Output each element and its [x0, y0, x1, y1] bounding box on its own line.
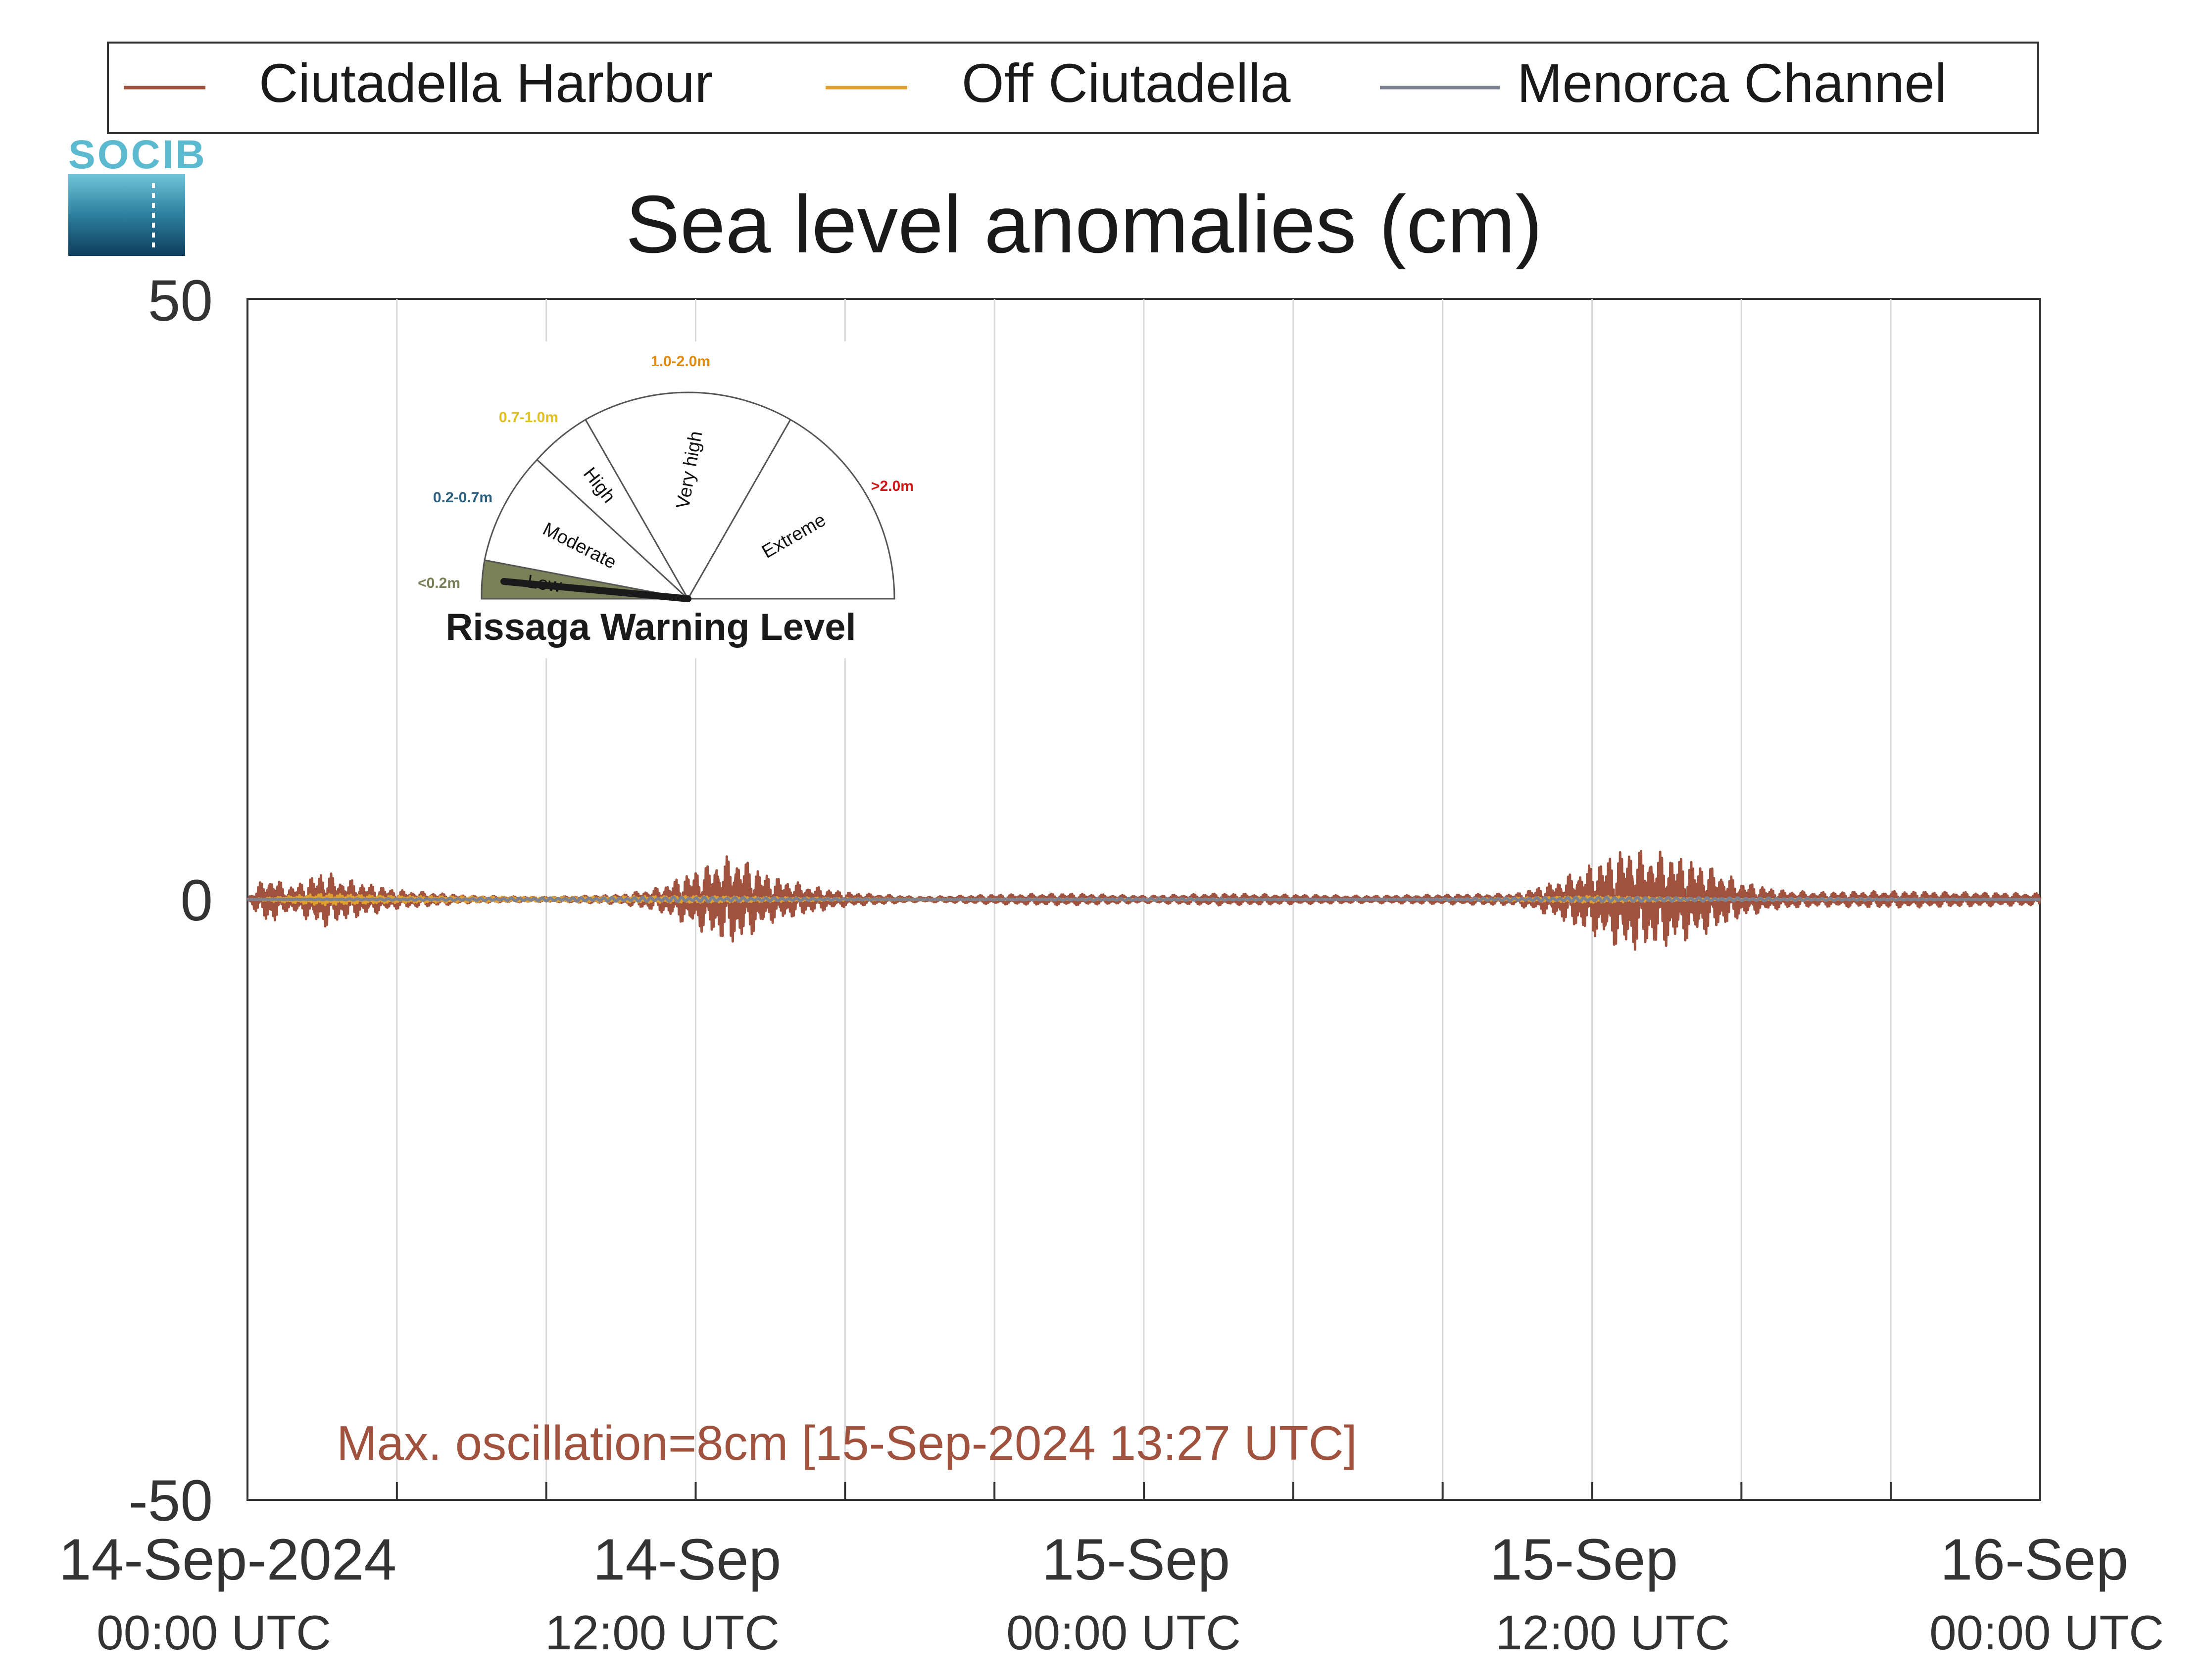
legend-label-ciutadella-harbour: Ciutadella Harbour — [259, 53, 713, 114]
x-tick-date: 16-Sep — [1940, 1527, 2129, 1592]
chart-title: Sea level anomalies (cm) — [626, 179, 1542, 270]
gauge-needle — [500, 578, 691, 602]
legend: Ciutadella Harbour Off Ciutadella Menorc… — [107, 42, 2039, 134]
x-tick-date: 15-Sep — [1490, 1527, 1678, 1592]
x-tick-time: 00:00 UTC — [1006, 1605, 1241, 1660]
x-axis: 14-Sep-2024 00:00 UTC 14-Sep 12:00 UTC 1… — [59, 1527, 2164, 1660]
x-tick-time: 00:00 UTC — [97, 1605, 331, 1660]
gauge-title: Rissaga Warning Level — [445, 606, 856, 648]
x-tick-date: 14-Sep-2024 — [59, 1527, 396, 1592]
gauge-range-moderate: 0.2-0.7m — [433, 489, 492, 506]
socib-logo: SOCIB — [68, 132, 207, 256]
y-tick-label: 0 — [180, 868, 213, 933]
gauge-sector-extreme — [687, 418, 895, 600]
x-tick-time: 12:00 UTC — [545, 1605, 780, 1660]
legend-box — [107, 42, 2039, 134]
legend-label-menorca-channel: Menorca Channel — [1517, 53, 1947, 114]
legend-label-off-ciutadella: Off Ciutadella — [962, 53, 1291, 114]
series-layer — [246, 850, 2042, 951]
socib-logo-text: SOCIB — [68, 132, 207, 177]
y-axis: 50 0 -50 — [128, 268, 213, 1534]
socib-logo-wave — [68, 174, 185, 256]
y-tick-label: 50 — [148, 268, 213, 334]
rissaga-warning-gauge: Low Moderate High Very high Extreme <0.2… — [401, 341, 931, 658]
y-tick-label: -50 — [128, 1468, 213, 1534]
x-tick-time: 00:00 UTC — [1929, 1605, 2164, 1660]
gauge-sector-moderate — [484, 458, 690, 600]
gauge-range-high: 0.7-1.0m — [499, 409, 558, 426]
x-tick-date: 15-Sep — [1042, 1527, 1230, 1592]
series-line-menorca-channel — [246, 895, 2041, 904]
gauge-range-very-high: 1.0-2.0m — [651, 353, 710, 370]
gauge-range-extreme: >2.0m — [871, 478, 914, 494]
x-tick-time: 12:00 UTC — [1495, 1605, 1730, 1660]
x-tick-date: 14-Sep — [593, 1527, 782, 1592]
max-oscillation-annotation: Max. oscillation=8cm [15-Sep-2024 13:27 … — [337, 1416, 1357, 1470]
gauge-range-low: <0.2m — [418, 575, 460, 591]
tick-marks — [395, 1482, 1892, 1500]
gauge-sector-very-high — [584, 391, 792, 601]
